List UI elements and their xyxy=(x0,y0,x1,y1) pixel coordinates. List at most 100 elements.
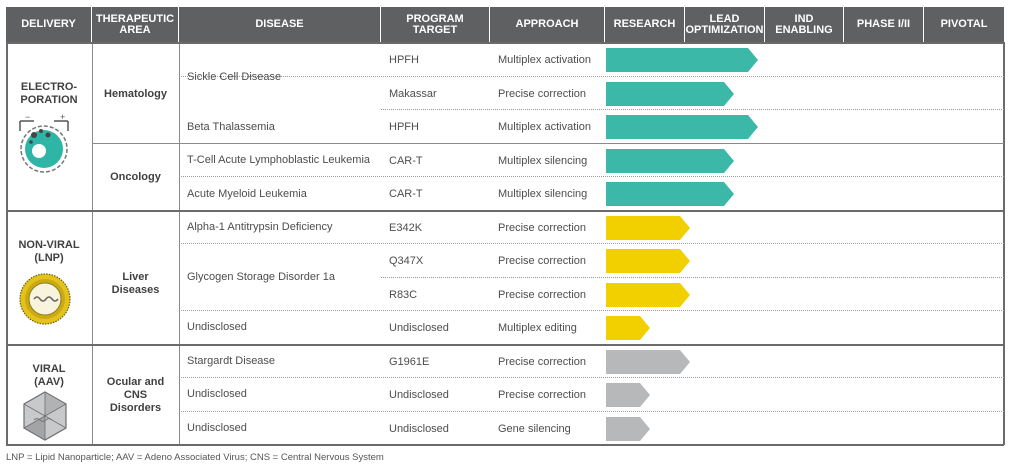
footnote: LNP = Lipid Nanoparticle; AAV = Adeno As… xyxy=(6,452,384,463)
row-divider xyxy=(179,243,1004,244)
right-border xyxy=(1003,42,1005,445)
minus-sign: − xyxy=(25,113,30,122)
row-divider xyxy=(179,411,1004,412)
progress-arrow-shape xyxy=(606,417,650,441)
approach: Precise correction xyxy=(498,389,587,401)
progress-arrow-bar xyxy=(606,350,690,374)
lipid-nanoparticle-icon xyxy=(18,272,72,326)
delivery-non-viral: NON-VIRAL (LNP) xyxy=(6,239,92,265)
progress-arrow-bar xyxy=(606,149,734,173)
row-divider xyxy=(381,277,1004,278)
approach: Precise correction xyxy=(498,289,587,301)
header-therapeutic-area: THERAPEUTIC AREA xyxy=(92,7,179,42)
area-oncology: Oncology xyxy=(110,171,161,183)
area-liver-diseases: Liver Diseases xyxy=(92,271,179,297)
progress-arrow-bar xyxy=(606,182,734,206)
delivery-electro-line2: PORATION xyxy=(20,94,78,106)
progress-arrow-bar xyxy=(606,82,734,106)
disease-sickle-cell: Sickle Cell Disease xyxy=(187,71,282,83)
delivery-electro-line1: ELECTRO- xyxy=(20,81,78,93)
program-target: Q347X xyxy=(389,255,424,267)
approach: Precise correction xyxy=(498,88,587,100)
program-target: R83C xyxy=(389,289,418,301)
plus-sign: + xyxy=(60,113,65,122)
area-ocular-line1: Ocular and xyxy=(106,376,165,388)
approach: Precise correction xyxy=(498,255,587,267)
progress-arrow-bar xyxy=(606,417,650,441)
program-target: CAR-T xyxy=(389,155,423,167)
delivery-viral-line2: (AAV) xyxy=(34,376,64,388)
disease-beta-thalassemia: Beta Thalassemia xyxy=(187,121,275,133)
header-lead-optimization: LEAD OPTIMIZATION xyxy=(685,7,765,42)
progress-arrow-shape xyxy=(606,82,734,106)
area-ocular-line3: Disorders xyxy=(109,402,162,414)
progress-arrow-shape xyxy=(606,149,734,173)
header-lead-line1: LEAD xyxy=(709,12,740,25)
program-target: HPFH xyxy=(389,121,419,133)
header-approach: APPROACH xyxy=(490,7,605,42)
row-divider xyxy=(179,176,1004,177)
disease-aml: Acute Myeloid Leukemia xyxy=(187,188,307,200)
delivery-electroporation: ELECTRO- PORATION xyxy=(6,81,92,107)
delivery-nonviral-line2: (LNP) xyxy=(34,252,64,264)
progress-arrow-shape xyxy=(606,216,690,240)
table-bottom xyxy=(6,444,1004,446)
disease-undisclosed: Undisclosed xyxy=(187,422,247,434)
header-ind-line2: ENABLING xyxy=(775,23,833,36)
header-therapeutic-line2: AREA xyxy=(119,23,151,36)
area-ocular-line2: CNS xyxy=(123,389,148,401)
disease-t-all: T-Cell Acute Lymphoblastic Leukemia xyxy=(187,154,371,166)
row-divider xyxy=(179,76,1004,77)
progress-arrow-bar xyxy=(606,115,758,139)
approach: Multiplex activation xyxy=(498,54,591,66)
progress-arrow-bar xyxy=(606,216,690,240)
approach: Multiplex activation xyxy=(498,121,591,133)
disease-gsd1a: Glycogen Storage Disorder 1a xyxy=(187,271,335,283)
progress-arrow-shape xyxy=(606,316,650,340)
progress-arrow-shape xyxy=(606,350,690,374)
group-divider xyxy=(6,344,1004,346)
area-ocular-cns: Ocular and CNS Disorders xyxy=(92,376,179,415)
aav-capsid-icon xyxy=(20,390,70,442)
progress-arrow-shape xyxy=(606,283,690,307)
progress-arrow-shape xyxy=(606,115,758,139)
header-delivery: DELIVERY xyxy=(6,7,92,42)
area-liver-line1: Liver xyxy=(122,271,149,283)
header-research: RESEARCH xyxy=(605,7,685,42)
delivery-nonviral-line1: NON-VIRAL xyxy=(18,239,80,251)
progress-arrow-shape xyxy=(606,48,758,72)
left-border xyxy=(6,42,8,445)
header-therapeutic-line1: THERAPEUTIC xyxy=(95,12,175,25)
disease-undisclosed: Undisclosed xyxy=(187,388,247,400)
row-divider xyxy=(179,310,1004,311)
header-pivotal: PIVOTAL xyxy=(924,7,1004,42)
program-target: Undisclosed xyxy=(389,423,449,435)
row-divider xyxy=(179,377,1004,378)
program-target: HPFH xyxy=(389,54,419,66)
disease-stargardt: Stargardt Disease xyxy=(187,355,276,367)
progress-arrow-bar xyxy=(606,383,650,407)
header-lead-line2: OPTIMIZATION xyxy=(685,23,764,36)
progress-arrow-bar xyxy=(606,316,650,340)
header-program-line2: TARGET xyxy=(412,23,458,36)
electroporation-icon: − + xyxy=(16,112,72,175)
program-target: CAR-T xyxy=(389,188,423,200)
program-target: Makassar xyxy=(389,88,437,100)
progress-arrow-shape xyxy=(606,182,734,206)
header-ind-line1: IND xyxy=(794,12,814,25)
header-disease: DISEASE xyxy=(179,7,381,42)
program-target: Undisclosed xyxy=(389,389,449,401)
disease-undisclosed: Undisclosed xyxy=(187,321,247,333)
area-hematology: Hematology xyxy=(104,88,167,100)
approach: Precise correction xyxy=(498,222,587,234)
program-target: E342K xyxy=(389,222,423,234)
program-target: Undisclosed xyxy=(389,322,449,334)
delivery-viral-line1: VIRAL xyxy=(32,363,66,375)
header-program-target: PROGRAM TARGET xyxy=(381,7,490,42)
group-divider xyxy=(6,210,1004,212)
approach: Multiplex silencing xyxy=(498,188,588,200)
approach: Multiplex editing xyxy=(498,322,577,334)
progress-arrow-bar xyxy=(606,249,690,273)
progress-arrow-shape xyxy=(606,383,650,407)
approach: Multiplex silencing xyxy=(498,155,588,167)
